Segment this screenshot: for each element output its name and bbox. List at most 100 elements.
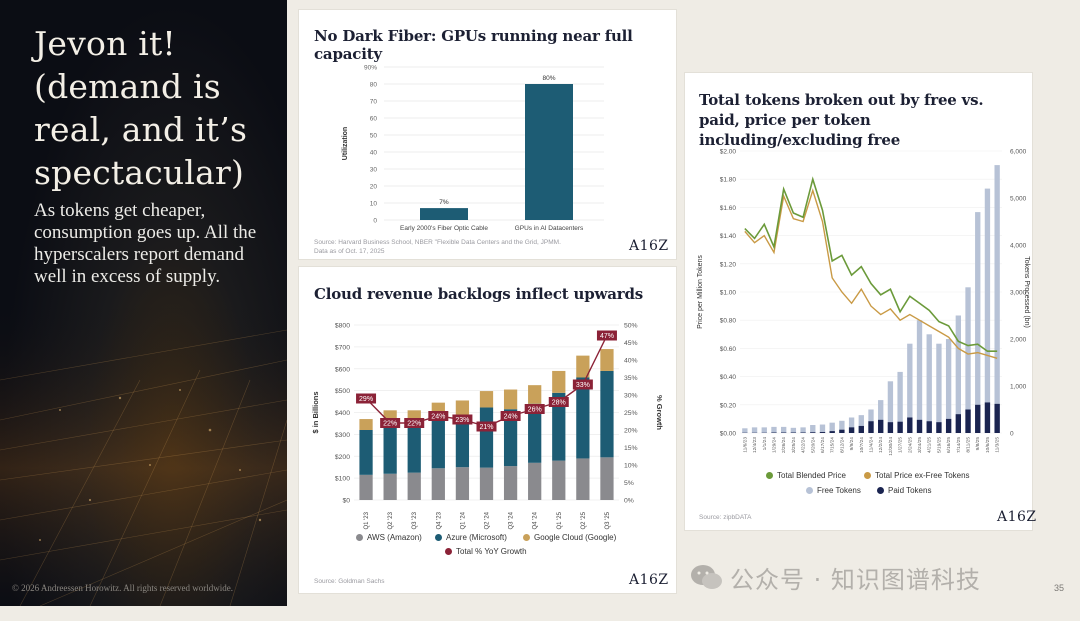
y2-tick-label: 40% (624, 358, 638, 365)
price-ex-free-line (744, 188, 998, 359)
cloud-chart-source: Source: Goldman Sachs (314, 578, 385, 585)
paid-token-bar-19 (926, 421, 932, 433)
x-tick-label: 7/15/24 (830, 437, 836, 453)
free-token-bar-2 (761, 427, 767, 433)
growth-label-box (380, 418, 401, 428)
y-tick-label: 60 (370, 116, 378, 123)
free-token-bar-10 (839, 420, 845, 433)
bar-google-6 (503, 389, 518, 410)
y2-tick-label: 3,000 (1010, 290, 1027, 297)
growth-data-label: 22% (383, 421, 397, 428)
x-tick-label: Q4 '24 (533, 511, 539, 529)
free-token-bar-22 (955, 315, 962, 433)
legend-aws: AWS (Amazon) (356, 533, 422, 542)
y-tick-label: $0.80 (720, 318, 737, 325)
x-tick-label: Q3 '24 (509, 511, 515, 529)
growth-data-label: 24% (431, 414, 445, 421)
legend-azure-dot (435, 534, 442, 541)
page-number: 35 (1054, 583, 1065, 593)
growth-label-box (356, 393, 377, 404)
legend-free-label: Free Tokens (817, 486, 861, 495)
tokens-chart-source: Source: zipbDATA (699, 514, 752, 521)
x-tick-label: 10/7/24 (859, 437, 865, 453)
y-tick-label: $100 (335, 476, 350, 483)
free-token-bar-5 (790, 427, 797, 433)
bar-azure-0 (359, 430, 373, 475)
x-tick-label: Early 2000's Fiber Optic Cable (400, 225, 488, 232)
a16z-logo: A16Z (629, 572, 669, 588)
bar-azure-8 (552, 392, 566, 461)
bar-aws-9 (576, 458, 590, 500)
paid-token-bar-12 (858, 425, 864, 433)
x-tick-label: 11/6/23 (742, 437, 748, 453)
legend-google-dot (523, 534, 530, 541)
growth-label-box (452, 414, 473, 425)
y2-axis-label: Tokens Processed (bn) (1023, 256, 1030, 328)
growth-label-box (476, 421, 497, 432)
background-network-illustration (0, 300, 287, 606)
gpu-utilization-chart: 0 10 20 30 40 50 60 70 80 90% Utilization 7% Early 2… (342, 65, 604, 232)
bar-azure-9 (576, 377, 590, 459)
blended-price-line (744, 176, 998, 353)
paid-token-bar-21 (945, 418, 952, 433)
y2-tick-label: 10% (624, 463, 638, 470)
x-tick-label: Q2 '25 (581, 511, 587, 529)
x-tick-label: 12/2/24 (878, 437, 884, 453)
growth-label-box (572, 379, 593, 390)
x-tick-label: 3/25/24 (791, 437, 797, 453)
title-panel: Jevon it! (demand is real, and it’s spec… (0, 0, 287, 606)
bar-aws-8 (552, 460, 566, 500)
a16z-logo: A16Z (629, 238, 669, 254)
y-tick-label: $1.40 (720, 233, 737, 240)
y2-tick-label: 35% (624, 375, 638, 382)
x-tick-label: Q3 '25 (605, 511, 611, 529)
y-tick-label: $500 (335, 388, 350, 395)
bar-value-label: 80% (542, 75, 555, 82)
free-token-bar-7 (810, 425, 816, 433)
copyright-notice: © 2026 Andreessen Horowitz. All rights r… (12, 583, 234, 593)
y-tick-label: 0 (373, 218, 377, 225)
a16z-logo: A16Z (997, 509, 1037, 525)
cloud-chart-title: Cloud revenue backlogs inflect upwards (314, 285, 643, 303)
paid-token-bar-17 (907, 417, 913, 433)
x-tick-label: 6/17/24 (820, 437, 826, 453)
legend-paid-dot (877, 487, 884, 494)
x-tick-label: 5/19/25 (936, 437, 942, 453)
y2-tick-label: 5,000 (1010, 196, 1027, 203)
paid-token-bar-25 (984, 402, 991, 433)
legend-google: Google Cloud (Google) (523, 533, 616, 542)
free-token-bar-16 (897, 371, 903, 433)
legend-google-label: Google Cloud (Google) (534, 533, 617, 542)
bottom-strip (0, 606, 1080, 621)
x-tick-label: 1/1/24 (762, 437, 768, 451)
x-tick-label: 4/22/24 (801, 437, 807, 453)
x-tick-label: 11/3/25 (995, 437, 1001, 453)
free-token-bar-19 (926, 334, 932, 433)
growth-data-label: 47% (600, 333, 614, 340)
legend-growth-dot (445, 548, 452, 555)
bar-azure-7 (528, 403, 542, 463)
paid-token-bar-15 (887, 422, 894, 433)
paid-token-bar-20 (936, 422, 942, 433)
free-token-bar-25 (984, 188, 991, 433)
legend-azure-label: Azure (Microsoft) (446, 533, 507, 542)
gpu-chart-source: Source: Harvard Business School, NBER "F… (314, 239, 561, 255)
free-token-bar-20 (936, 343, 942, 433)
x-tick-label: Q1 '25 (557, 511, 563, 529)
growth-data-label: 24% (504, 414, 518, 421)
x-tick-label: GPUs in AI Datacenters (515, 225, 584, 232)
legend-ex-free-price: Total Price ex-Free Tokens (864, 471, 970, 480)
y-tick-label: $0.20 (720, 402, 737, 409)
free-token-bar-14 (878, 400, 884, 433)
free-token-bar-24 (975, 212, 981, 433)
legend-aws-label: AWS (Amazon) (367, 533, 422, 542)
x-tick-label: 4/21/25 (927, 437, 933, 453)
growth-data-label: 23% (455, 417, 469, 424)
y-tick-label: 90% (364, 65, 377, 72)
growth-data-label: 22% (407, 421, 421, 428)
tokens-card: Total tokens broken out by free vs. paid… (684, 72, 1036, 531)
y-tick-label: $400 (335, 410, 350, 417)
bar-azure-1 (383, 421, 397, 474)
y-axis-label: Price per Million Tokens (697, 255, 704, 329)
growth-label-box (548, 397, 569, 407)
